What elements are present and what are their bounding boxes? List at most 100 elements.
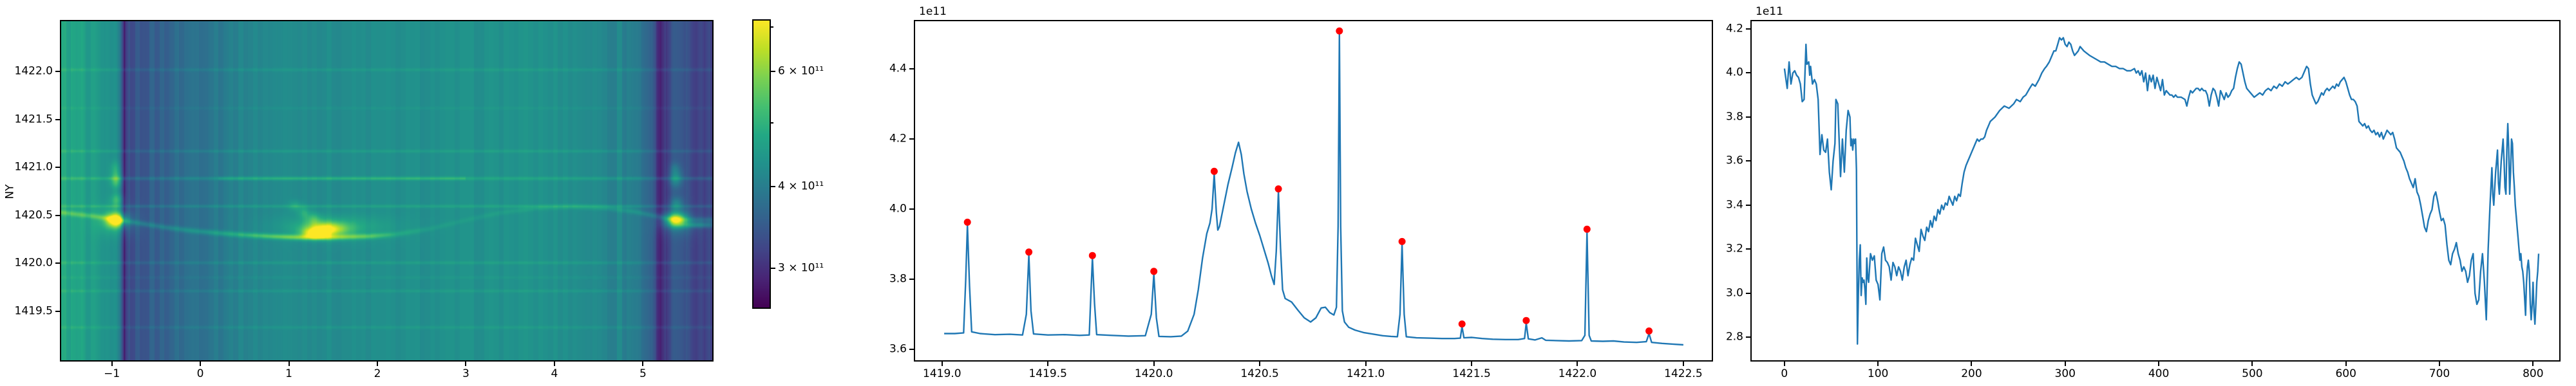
timeseries-x-tick xyxy=(2345,362,2347,366)
timeseries-y-tick xyxy=(1746,292,1750,294)
timeseries-y-tick-label: 3.8 xyxy=(1725,110,1743,124)
heatmap-y-tick-label: 1420.0 xyxy=(14,256,53,270)
heatmap-x-tick-label: 4 xyxy=(551,367,558,380)
spectrum-x-tick xyxy=(1365,362,1367,366)
timeseries-x-tick-label: 200 xyxy=(1961,367,1982,380)
timeseries-x-tick xyxy=(2064,362,2066,366)
colorbar xyxy=(752,19,771,309)
colorbar-tick-label: 6 × 10¹¹ xyxy=(778,64,824,78)
timeseries-x-tick-label: 700 xyxy=(2429,367,2450,380)
spectrum-peak-marker xyxy=(1088,252,1096,259)
heatmap-x-tick-label: 2 xyxy=(374,367,381,380)
timeseries-plot-axes xyxy=(1750,20,2561,362)
timeseries-plot xyxy=(1783,37,2540,345)
timeseries-x-tick xyxy=(1783,362,1785,366)
spectrum-x-tick xyxy=(1047,362,1049,366)
spectrum-x-tick xyxy=(1153,362,1155,366)
heatmap-x-tick xyxy=(465,362,467,366)
spectrum-y-tick xyxy=(909,278,914,280)
spectrum-x-tick xyxy=(1577,362,1578,366)
heatmap-y-tick xyxy=(55,310,60,312)
spectrum-y-tick xyxy=(909,208,914,210)
colorbar-tick xyxy=(771,122,773,124)
spectrum-peak-marker xyxy=(1336,27,1343,35)
spectrum-x-tick-label: 1421.0 xyxy=(1346,367,1385,380)
heatmap-y-tick xyxy=(55,71,60,73)
heatmap-x-tick-label: 3 xyxy=(462,367,469,380)
heatmap-y-tick-label: 1419.5 xyxy=(14,304,53,318)
spectrum-x-tick-label: 1422.5 xyxy=(1664,367,1703,380)
heatmap-x-tick xyxy=(111,362,113,366)
heatmap-ylabel: NY xyxy=(3,184,17,199)
heatmap-y-tick-label: 1422.0 xyxy=(14,64,53,78)
timeseries-y-tick xyxy=(1746,204,1750,206)
timeseries-x-tick-label: 600 xyxy=(2335,367,2356,380)
colorbar-tick-label: 4 × 10¹¹ xyxy=(778,179,824,193)
spectrum-x-tick-label: 1421.5 xyxy=(1452,367,1491,380)
heatmap-y-tick xyxy=(55,118,60,120)
timeseries-x-tick-label: 800 xyxy=(2523,367,2544,380)
timeseries-y-tick xyxy=(1746,116,1750,118)
timeseries-x-tick xyxy=(2158,362,2160,366)
timeseries-y-tick-label: 4.2 xyxy=(1725,22,1743,35)
colorbar-gradient xyxy=(753,21,770,308)
heatmap-x-tick xyxy=(288,362,290,366)
spectrum-y-tick xyxy=(909,68,914,69)
timeseries-y-tick xyxy=(1746,28,1750,30)
heatmap-y-tick-label: 1421.5 xyxy=(14,113,53,126)
timeseries-y-tick xyxy=(1746,160,1750,162)
colorbar-tick-label: 3 × 10¹¹ xyxy=(778,261,824,275)
spectrum-x-tick-label: 1419.5 xyxy=(1028,367,1067,380)
spectrum-x-tick xyxy=(941,362,943,366)
spectrum-x-tick xyxy=(1682,362,1684,366)
spectrum-x-tick-label: 1420.0 xyxy=(1134,367,1173,380)
spectrum-peak-marker xyxy=(1150,268,1158,275)
spectrum-y-tick-label: 4.0 xyxy=(889,202,907,216)
spectrum-peak-marker xyxy=(1645,327,1653,335)
heatmap-x-tick-label: 0 xyxy=(196,367,204,380)
spectrum-peak-marker xyxy=(1522,317,1530,324)
timeseries-y-tick-label: 3.6 xyxy=(1725,154,1743,167)
heatmap-x-tick-label: 5 xyxy=(639,367,647,380)
spectrum-x-tick-label: 1420.5 xyxy=(1240,367,1279,380)
timeseries-y-tick xyxy=(1746,336,1750,338)
spectrum-peak-marker xyxy=(1583,225,1591,233)
spectrum-x-tick xyxy=(1259,362,1261,366)
timeseries-x-tick-label: 300 xyxy=(2054,367,2076,380)
colorbar-tick xyxy=(771,26,773,28)
colorbar-tick xyxy=(771,267,775,269)
spectrum-x-tick-label: 1419.0 xyxy=(923,367,961,380)
heatmap-y-tick-label: 1421.0 xyxy=(14,160,53,174)
spectrum-peak-marker xyxy=(1274,185,1282,193)
spectrum-x-tick xyxy=(1471,362,1473,366)
spectrum-line xyxy=(944,32,1683,346)
timeseries-y-tick-label: 3.0 xyxy=(1725,286,1743,300)
timeseries-x-tick xyxy=(1877,362,1879,366)
spectrum-offset-label: 1e11 xyxy=(919,5,947,18)
heatmap-x-tick xyxy=(642,362,644,366)
spectrum-peak-marker xyxy=(1458,320,1466,328)
heatmap-x-tick-label: −1 xyxy=(104,367,120,380)
colorbar-tick xyxy=(771,70,775,72)
heatmap-x-tick xyxy=(200,362,202,366)
timeseries-line xyxy=(1783,37,2540,345)
heatmap-axes xyxy=(60,20,714,362)
spectrum-y-tick-label: 3.6 xyxy=(889,342,907,356)
timeseries-x-tick-label: 100 xyxy=(1867,367,1889,380)
spectrum-peak-marker xyxy=(1210,167,1218,175)
heatmap-x-tick xyxy=(553,362,555,366)
timeseries-x-tick xyxy=(1971,362,1973,366)
spectrum-y-tick-label: 4.2 xyxy=(889,132,907,145)
heatmap-image xyxy=(61,21,712,360)
spectrum-peak-marker xyxy=(1025,248,1033,256)
timeseries-offset-label: 1e11 xyxy=(1756,5,1783,18)
heatmap-y-tick xyxy=(55,167,60,169)
spectrum-plot xyxy=(944,27,1683,346)
spectrum-peak-marker xyxy=(1398,237,1406,245)
spectrum-peak-marker xyxy=(963,218,971,226)
heatmap-y-tick-label: 1420.5 xyxy=(14,208,53,222)
colorbar-tick xyxy=(771,185,775,187)
timeseries-x-tick-label: 0 xyxy=(1781,367,1788,380)
heatmap-y-tick xyxy=(55,214,60,216)
timeseries-x-tick xyxy=(2532,362,2534,366)
